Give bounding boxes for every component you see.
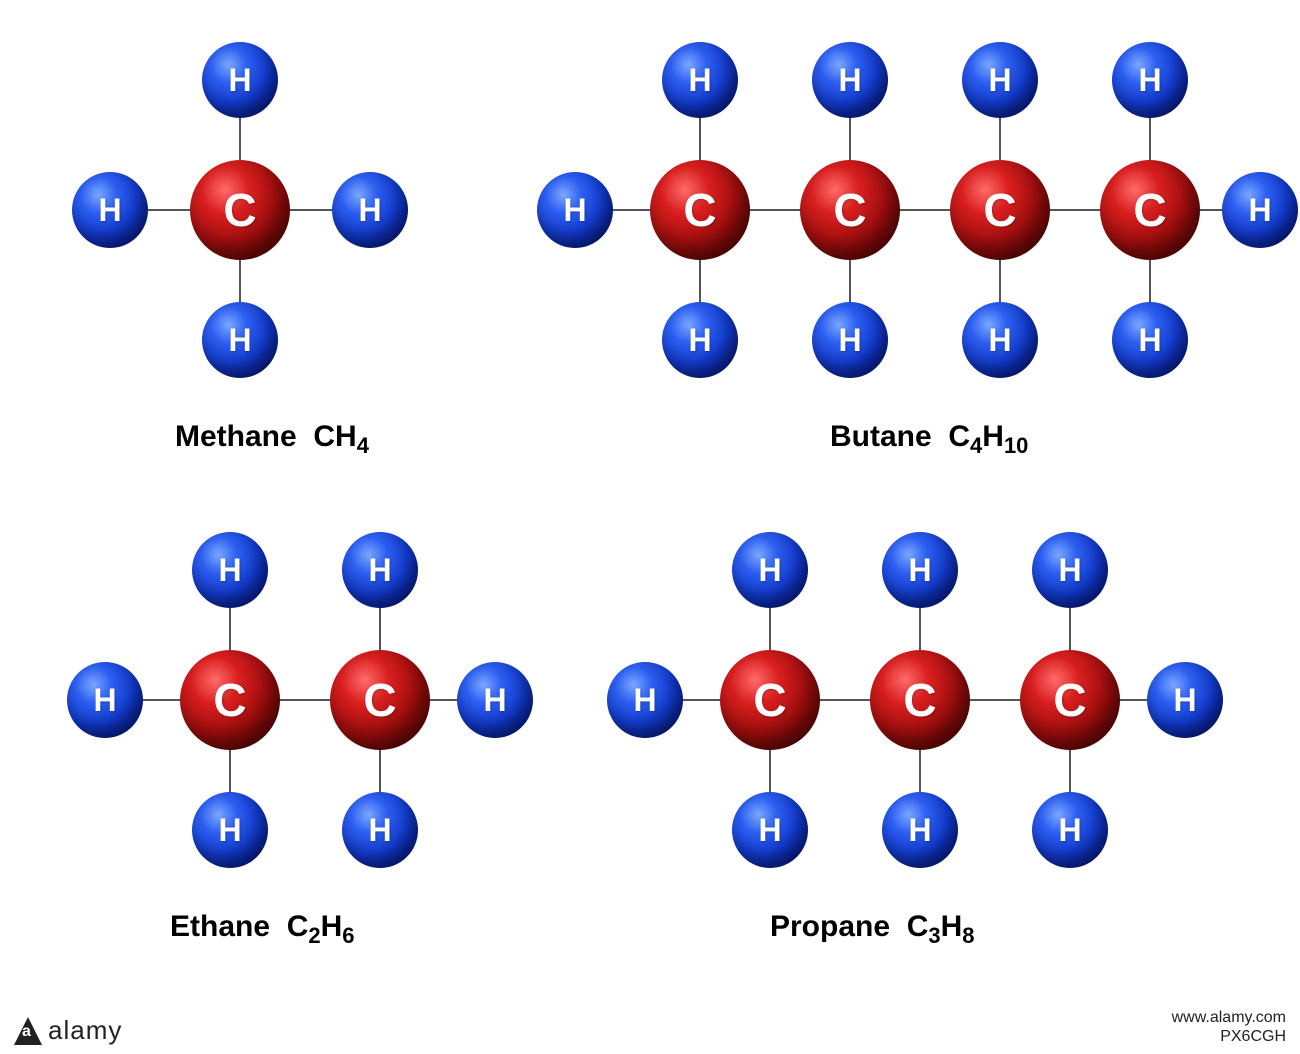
hydrogen-atom: H: [962, 302, 1038, 378]
hydrogen-atom: H: [607, 662, 683, 738]
carbon-atom: C: [870, 650, 970, 750]
molecule-label-butane: Butane C4H10: [830, 420, 1028, 459]
molecule-ethane: CCHHHHHHEthane C2H6: [50, 530, 530, 930]
watermark-code: PX6CGH: [1172, 1027, 1286, 1046]
hydrogen-atom: H: [1112, 302, 1188, 378]
molecule-butane: CCCCHHHHHHHHHHButane C4H10: [530, 40, 1270, 440]
carbon-atom: C: [800, 160, 900, 260]
alamy-logo-icon: [14, 1017, 42, 1045]
hydrogen-atom: H: [72, 172, 148, 248]
carbon-atom: C: [950, 160, 1050, 260]
hydrogen-atom: H: [1147, 662, 1223, 738]
carbon-atom: C: [1100, 160, 1200, 260]
hydrogen-atom: H: [1032, 532, 1108, 608]
hydrogen-atom: H: [1032, 792, 1108, 868]
molecule-propane: CCCHHHHHHHHPropane C3H8: [590, 530, 1210, 930]
hydrogen-atom: H: [342, 532, 418, 608]
molecule-label-propane: Propane C3H8: [770, 910, 975, 949]
watermark-url: www.alamy.com: [1172, 1008, 1286, 1027]
hydrogen-atom: H: [332, 172, 408, 248]
hydrogen-atom: H: [67, 662, 143, 738]
hydrogen-atom: H: [202, 302, 278, 378]
molecule-label-ethane: Ethane C2H6: [170, 910, 355, 949]
hydrogen-atom: H: [812, 302, 888, 378]
watermark-left: alamy: [14, 1015, 122, 1046]
hydrogen-atom: H: [662, 302, 738, 378]
carbon-atom: C: [720, 650, 820, 750]
hydrogen-atom: H: [342, 792, 418, 868]
carbon-atom: C: [190, 160, 290, 260]
molecule-methane: CHHHHMethane CH4: [60, 40, 420, 440]
carbon-atom: C: [1020, 650, 1120, 750]
hydrogen-atom: H: [1112, 42, 1188, 118]
hydrogen-atom: H: [537, 172, 613, 248]
carbon-atom: C: [180, 650, 280, 750]
watermark-right: www.alamy.com PX6CGH: [1172, 1008, 1286, 1046]
hydrogen-atom: H: [192, 792, 268, 868]
hydrogen-atom: H: [812, 42, 888, 118]
hydrogen-atom: H: [457, 662, 533, 738]
hydrogen-atom: H: [732, 532, 808, 608]
watermark-left-text: alamy: [48, 1015, 122, 1046]
molecule-label-methane: Methane CH4: [175, 420, 369, 459]
carbon-atom: C: [650, 160, 750, 260]
hydrogen-atom: H: [662, 42, 738, 118]
hydrogen-atom: H: [192, 532, 268, 608]
hydrogen-atom: H: [732, 792, 808, 868]
carbon-atom: C: [330, 650, 430, 750]
hydrogen-atom: H: [202, 42, 278, 118]
hydrogen-atom: H: [1222, 172, 1298, 248]
hydrogen-atom: H: [962, 42, 1038, 118]
hydrogen-atom: H: [882, 532, 958, 608]
hydrogen-atom: H: [882, 792, 958, 868]
